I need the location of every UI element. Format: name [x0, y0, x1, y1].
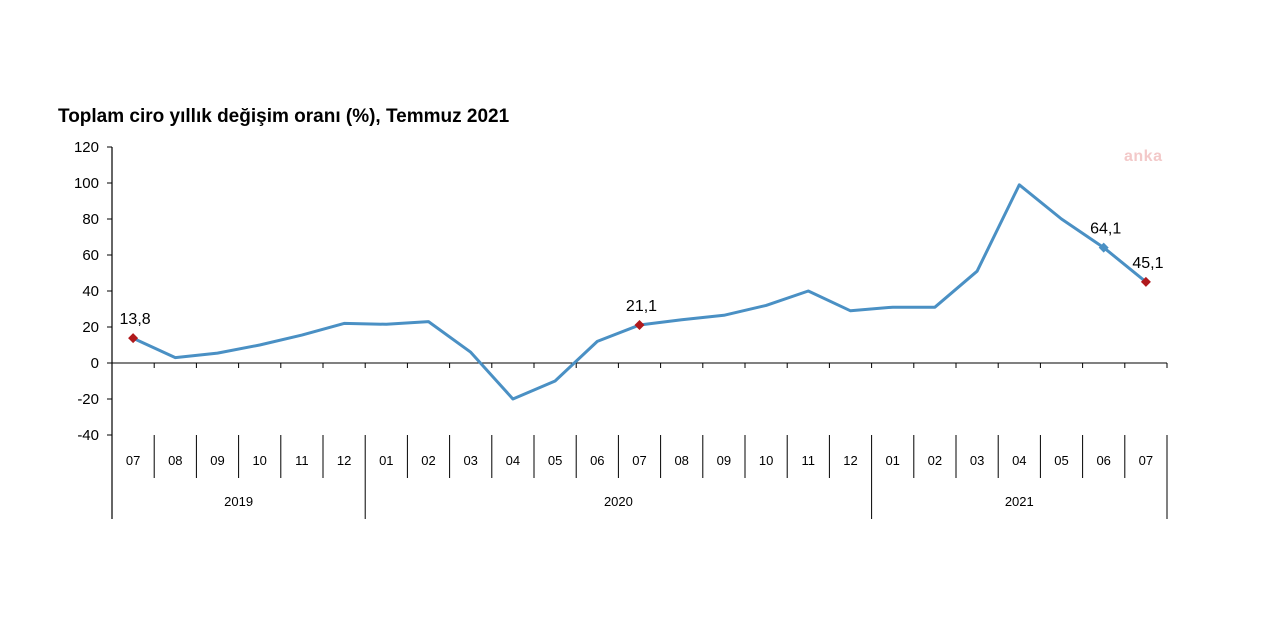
category-label: 04: [506, 453, 520, 468]
year-label: 2021: [1005, 494, 1034, 509]
data-point-marker: [634, 320, 645, 331]
category-label: 04: [1012, 453, 1026, 468]
y-tick-label: -40: [77, 427, 99, 444]
category-label: 08: [674, 453, 688, 468]
data-label: 64,1: [1090, 221, 1121, 238]
category-label: 09: [717, 453, 731, 468]
y-tick-label: 60: [82, 247, 99, 264]
y-tick-label: 80: [82, 211, 99, 228]
category-label: 07: [1139, 453, 1153, 468]
category-label: 08: [168, 453, 182, 468]
year-label: 2019: [224, 494, 253, 509]
category-label: 11: [802, 453, 816, 468]
category-label: 06: [590, 453, 604, 468]
y-tick-label: 120: [74, 139, 99, 156]
category-label: 02: [421, 453, 435, 468]
y-tick-label: 100: [74, 175, 99, 192]
category-label: 03: [970, 453, 984, 468]
y-tick-label: 40: [82, 283, 99, 300]
category-label: 07: [126, 453, 140, 468]
watermark-logo: anka: [1124, 148, 1163, 165]
series-line: [131, 183, 1148, 401]
category-label: 11: [295, 453, 309, 468]
data-point-marker: [1098, 242, 1109, 253]
category-label: 10: [759, 453, 773, 468]
category-label: 09: [210, 453, 224, 468]
category-label: 06: [1096, 453, 1110, 468]
y-tick-label: 20: [82, 319, 99, 336]
category-label: 07: [632, 453, 646, 468]
y-tick-label: -20: [77, 391, 99, 408]
data-point-marker: [128, 333, 139, 344]
y-tick-label: 0: [91, 355, 99, 372]
category-label: 05: [548, 453, 562, 468]
category-label: 10: [252, 453, 266, 468]
category-label: 12: [337, 453, 351, 468]
data-point-marker: [1140, 276, 1151, 287]
category-label: 12: [843, 453, 857, 468]
year-label: 2020: [604, 494, 633, 509]
category-label: 01: [379, 453, 393, 468]
data-label: 21,1: [626, 298, 657, 315]
category-label: 02: [928, 453, 942, 468]
chart-title: Toplam ciro yıllık değişim oranı (%), Te…: [58, 106, 510, 127]
category-label: 05: [1054, 453, 1068, 468]
data-label: 13,8: [120, 311, 151, 328]
category-label: 01: [885, 453, 899, 468]
category-label: 03: [463, 453, 477, 468]
data-label: 45,1: [1132, 255, 1163, 272]
